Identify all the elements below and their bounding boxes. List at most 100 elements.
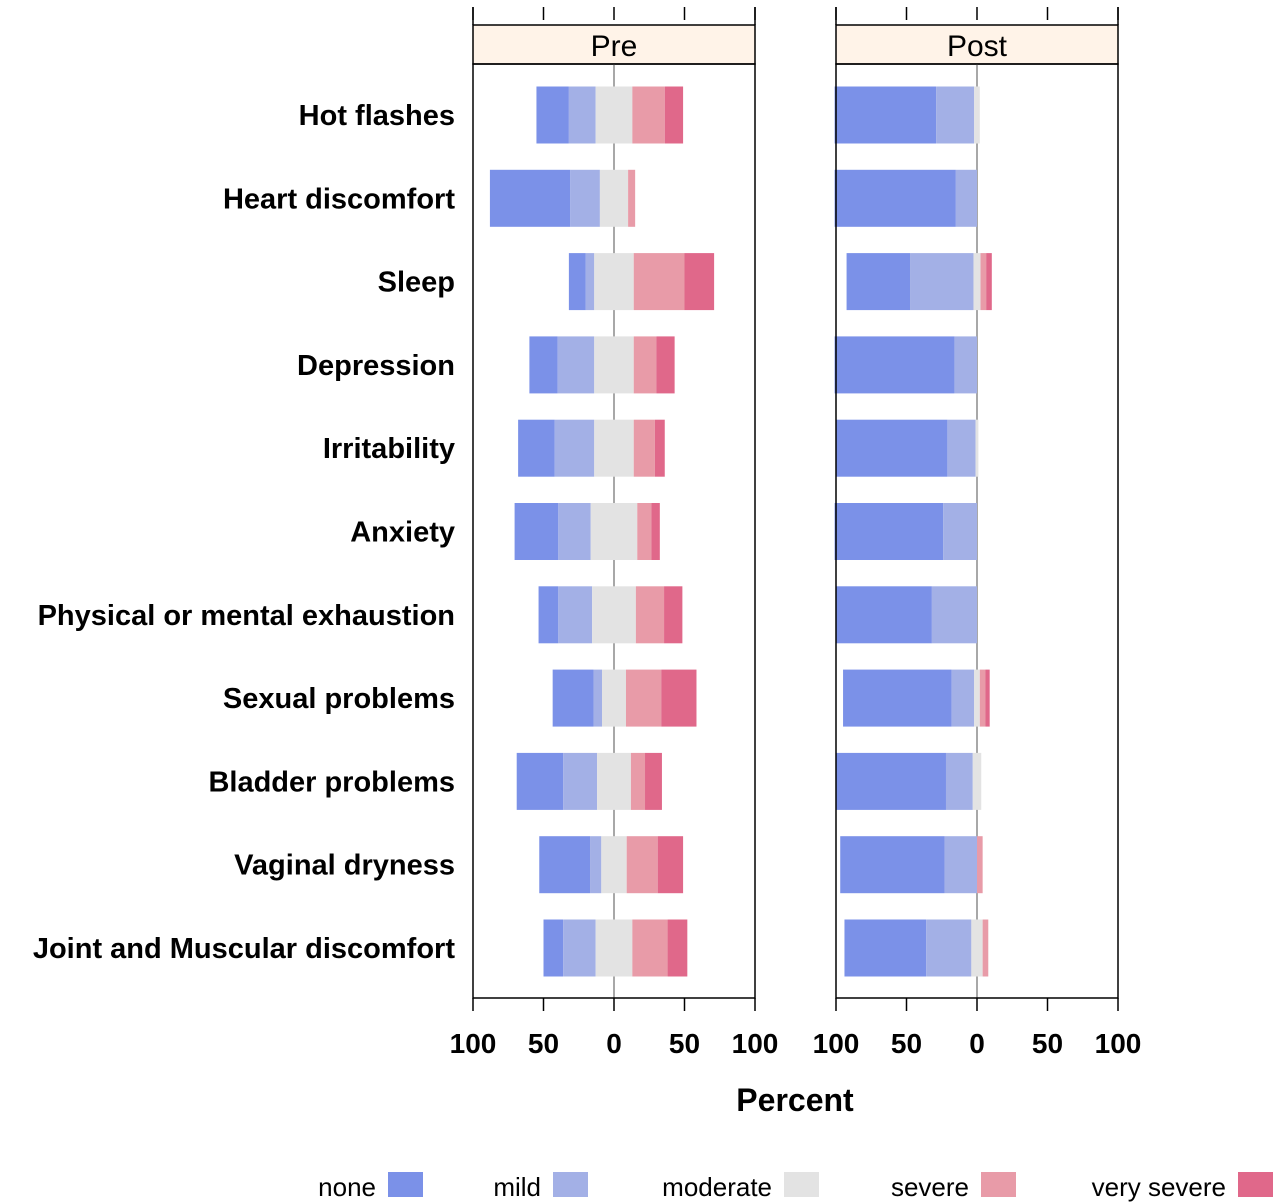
bar-pre-heart-discomfort-mild: [570, 169, 600, 227]
bar-pre-physical-or-mental-exhaustion-none: [538, 586, 559, 644]
x-tick-label: 100: [450, 1028, 497, 1059]
bar-post-sexual-problems-severe: [979, 669, 986, 727]
legend-swatch-none: [388, 1172, 423, 1197]
legend-label-none: none: [318, 1172, 376, 1202]
bar-post-vaginal-dryness-severe: [977, 836, 983, 894]
strip-background: [472, 24, 756, 65]
legend-label-severe: severe: [891, 1172, 969, 1202]
panel-pre: Pre 100 50 0 50 100: [450, 7, 779, 1059]
bar-pre-physical-or-mental-exhaustion-very-severe: [664, 586, 683, 644]
bar-pre-depression-mild: [557, 336, 595, 394]
bar-pre-anxiety-mild: [558, 503, 591, 560]
bar-post-sleep-moderate: [973, 253, 981, 311]
bar-pre-heart-discomfort-none: [489, 169, 571, 227]
bar-post-irritability-none: [836, 419, 948, 477]
bar-pre-sleep-none: [568, 253, 586, 311]
bar-pre-bladder-problems-severe: [630, 752, 646, 810]
bar-post-hot-flashes-none: [834, 86, 937, 144]
bar-pre-hot-flashes-none: [536, 86, 569, 144]
bar-post-joint-and-muscular-discomfort-mild: [926, 919, 972, 977]
category-label-physical-or-mental-exhaustion: Physical or mental exhaustion: [38, 600, 455, 632]
bar-pre-joint-and-muscular-discomfort-moderate: [595, 919, 633, 977]
bar-pre-physical-or-mental-exhaustion-severe: [635, 586, 665, 644]
bar-pre-vaginal-dryness-very-severe: [657, 836, 684, 894]
x-tick-label: 100: [1095, 1028, 1142, 1059]
bar-pre-physical-or-mental-exhaustion-mild: [558, 586, 593, 644]
legend-swatch-mild: [553, 1172, 588, 1197]
bar-pre-sexual-problems-mild: [593, 669, 603, 727]
legend-label-moderate: moderate: [662, 1172, 772, 1202]
bar-post-hot-flashes-mild: [936, 86, 975, 144]
bar-post-sleep-very-severe: [986, 253, 992, 311]
bar-pre-sleep-very-severe: [684, 253, 715, 311]
bar-pre-hot-flashes-very-severe: [664, 86, 684, 144]
bar-post-sexual-problems-moderate: [974, 669, 980, 727]
bar-post-heart-discomfort-none: [834, 169, 956, 227]
bar-pre-joint-and-muscular-discomfort-none: [543, 919, 564, 977]
x-axis-title: Percent: [736, 1082, 854, 1118]
legend-swatch-severe: [981, 1172, 1016, 1197]
x-tick-label: 0: [969, 1028, 985, 1059]
bar-post-vaginal-dryness-none: [840, 836, 945, 894]
strip-label-pre: Pre: [591, 30, 638, 63]
bar-post-sleep-none: [846, 253, 911, 311]
bar-post-sexual-problems-none: [843, 669, 952, 727]
bar-post-sexual-problems-mild: [951, 669, 975, 727]
strip-background: [835, 24, 1119, 65]
bar-pre-depression-none: [529, 336, 558, 394]
bar-post-irritability-moderate: [975, 419, 979, 477]
bar-post-vaginal-dryness-mild: [944, 836, 977, 894]
bar-pre-depression-very-severe: [656, 336, 675, 394]
bar-pre-hot-flashes-moderate: [595, 86, 633, 144]
category-label-vaginal-dryness: Vaginal dryness: [234, 850, 455, 882]
category-label-anxiety: Anxiety: [350, 517, 455, 549]
bar-pre-joint-and-muscular-discomfort-very-severe: [667, 919, 688, 977]
bar-pre-heart-discomfort-moderate: [599, 169, 629, 227]
category-label-heart-discomfort: Heart discomfort: [223, 183, 455, 215]
bar-post-anxiety-mild: [943, 503, 977, 560]
bar-pre-sexual-problems-very-severe: [661, 669, 697, 727]
bar-pre-irritability-moderate: [594, 419, 634, 477]
legend: none mild moderate severe very severe: [318, 1172, 1273, 1202]
category-label-joint-and-muscular-discomfort: Joint and Muscular discomfort: [33, 933, 455, 965]
x-tick-label: 0: [606, 1028, 622, 1059]
category-label-depression: Depression: [297, 350, 455, 382]
bar-pre-hot-flashes-severe: [632, 86, 665, 144]
bar-post-depression-none: [834, 336, 955, 394]
legend-label-mild: mild: [493, 1172, 541, 1202]
category-label-irritability: Irritability: [323, 433, 455, 465]
bar-post-hot-flashes-moderate: [974, 86, 980, 144]
bar-pre-sexual-problems-moderate: [602, 669, 626, 727]
x-tick-label: 100: [732, 1028, 779, 1059]
bar-pre-anxiety-very-severe: [651, 503, 660, 560]
strip-label-post: Post: [947, 30, 1008, 63]
x-tick-label: 100: [813, 1028, 860, 1059]
bar-pre-anxiety-severe: [637, 503, 652, 560]
category-label-sleep: Sleep: [378, 267, 455, 299]
bar-post-heart-discomfort-mild: [955, 169, 977, 227]
bar-pre-vaginal-dryness-mild: [590, 836, 602, 894]
bar-pre-irritability-severe: [633, 419, 655, 477]
panel-post: Post 100 50 0 50 100: [813, 7, 1142, 1059]
bar-pre-sleep-mild: [585, 253, 595, 311]
bar-post-bladder-problems-mild: [945, 752, 973, 810]
x-tick-label: 50: [1032, 1028, 1063, 1059]
bar-post-anxiety-none: [834, 503, 944, 560]
bar-pre-vaginal-dryness-severe: [626, 836, 658, 894]
bar-pre-sleep-severe: [633, 253, 685, 311]
category-label-sexual-problems: Sexual problems: [223, 683, 455, 715]
bar-post-joint-and-muscular-discomfort-none: [844, 919, 927, 977]
bar-post-bladder-problems-none: [836, 752, 946, 810]
bar-post-joint-and-muscular-discomfort-severe: [982, 919, 989, 977]
bar-pre-anxiety-none: [514, 503, 559, 560]
bar-pre-joint-and-muscular-discomfort-severe: [632, 919, 668, 977]
bar-pre-depression-severe: [633, 336, 657, 394]
bar-post-sleep-mild: [910, 253, 974, 311]
bar-post-sleep-severe: [980, 253, 987, 311]
legend-swatch-moderate: [784, 1172, 819, 1197]
x-tick-label: 50: [528, 1028, 559, 1059]
bar-pre-joint-and-muscular-discomfort-mild: [563, 919, 596, 977]
bar-pre-bladder-problems-none: [516, 752, 564, 810]
bar-post-depression-mild: [954, 336, 977, 394]
